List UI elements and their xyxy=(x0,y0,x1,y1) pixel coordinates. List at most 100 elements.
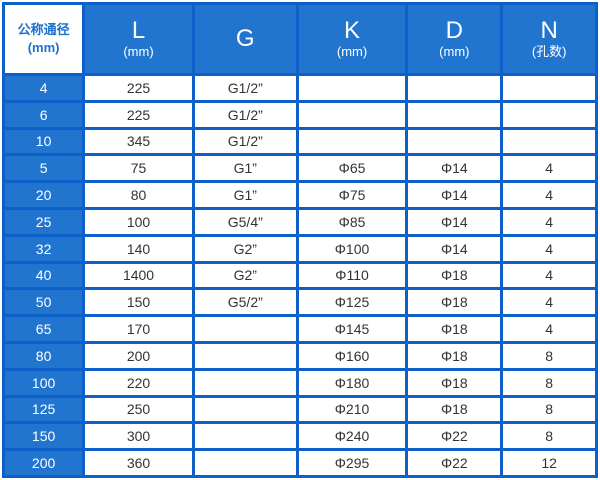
cell-l: 170 xyxy=(85,317,192,341)
cell-nominal-diameter: 40 xyxy=(5,263,83,288)
table-row: 80 200 Φ160 Φ18 8 xyxy=(5,343,595,368)
cell-g: G1/2” xyxy=(194,129,296,154)
cell-d: Φ18 xyxy=(408,263,501,288)
cell-k: Φ180 xyxy=(298,370,406,395)
cell-l: 250 xyxy=(85,397,192,422)
header-d: D (mm) xyxy=(408,5,501,73)
cell-g xyxy=(194,424,296,449)
table-row: 200 360 Φ295 Φ22 12 xyxy=(5,451,595,475)
table-row: 125 250 Φ210 Φ18 8 xyxy=(5,397,595,422)
cell-k: Φ100 xyxy=(298,236,406,261)
cell-nominal-diameter: 100 xyxy=(5,370,83,395)
cell-nominal-diameter: 80 xyxy=(5,343,83,368)
header-row: 公称通径 (mm) L (mm) G K (mm) D (mm) N (孔数) xyxy=(5,5,595,73)
cell-n xyxy=(503,129,595,154)
header-title: G xyxy=(235,25,255,52)
cell-l: 345 xyxy=(85,129,192,154)
cell-nominal-diameter: 10 xyxy=(5,129,83,154)
cell-d: Φ22 xyxy=(408,424,501,449)
cell-d: Φ14 xyxy=(408,156,501,181)
cell-d: Φ18 xyxy=(408,290,501,315)
header-title: D xyxy=(445,17,464,44)
cell-d: Φ14 xyxy=(408,236,501,261)
cell-n: 8 xyxy=(503,397,595,422)
cell-nominal-diameter: 4 xyxy=(5,76,83,100)
cell-l: 360 xyxy=(85,451,192,475)
table-row: 5 75 G1” Φ65 Φ14 4 xyxy=(5,156,595,181)
cell-l: 300 xyxy=(85,424,192,449)
cell-d xyxy=(408,129,501,154)
header-unit: (孔数) xyxy=(531,44,567,59)
cell-d: Φ18 xyxy=(408,370,501,395)
header-unit: (mm) xyxy=(336,44,368,59)
cell-k xyxy=(298,102,406,127)
header-k: K (mm) xyxy=(298,5,406,73)
cell-d: Φ14 xyxy=(408,183,501,207)
cell-l: 80 xyxy=(85,183,192,207)
cell-d: Φ22 xyxy=(408,451,501,475)
header-title: K xyxy=(344,17,361,44)
table-row: 50 150 G5/2” Φ125 Φ18 4 xyxy=(5,290,595,315)
cell-nominal-diameter: 6 xyxy=(5,102,83,127)
cell-l: 225 xyxy=(85,102,192,127)
cell-g xyxy=(194,397,296,422)
cell-n: 4 xyxy=(503,236,595,261)
cell-nominal-diameter: 65 xyxy=(5,317,83,341)
cell-n: 8 xyxy=(503,424,595,449)
cell-l: 75 xyxy=(85,156,192,181)
cell-g: G1” xyxy=(194,156,296,181)
cell-d: Φ18 xyxy=(408,397,501,422)
cell-g: G5/4” xyxy=(194,209,296,234)
cell-nominal-diameter: 32 xyxy=(5,236,83,261)
cell-d xyxy=(408,76,501,100)
cell-n: 4 xyxy=(503,183,595,207)
table-row: 100 220 Φ180 Φ18 8 xyxy=(5,370,595,395)
header-unit: (mm) xyxy=(123,44,154,59)
cell-d xyxy=(408,102,501,127)
cell-g: G2” xyxy=(194,263,296,288)
cell-nominal-diameter: 150 xyxy=(5,424,83,449)
cell-k: Φ295 xyxy=(298,451,406,475)
cell-g: G5/2” xyxy=(194,290,296,315)
header-title: N xyxy=(540,17,558,44)
cell-l: 200 xyxy=(85,343,192,368)
cell-g: G1/2” xyxy=(194,102,296,127)
cell-n: 4 xyxy=(503,263,595,288)
header-unit: (mm) xyxy=(27,40,60,55)
table-row: 150 300 Φ240 Φ22 8 xyxy=(5,424,595,449)
header-nominal-diameter: 公称通径 (mm) xyxy=(5,5,83,73)
cell-n xyxy=(503,102,595,127)
cell-n: 4 xyxy=(503,156,595,181)
cell-nominal-diameter: 125 xyxy=(5,397,83,422)
table-row: 40 1400 G2” Φ110 Φ18 4 xyxy=(5,263,595,288)
cell-k: Φ210 xyxy=(298,397,406,422)
cell-k xyxy=(298,76,406,100)
cell-k: Φ75 xyxy=(298,183,406,207)
cell-k: Φ160 xyxy=(298,343,406,368)
cell-l: 220 xyxy=(85,370,192,395)
cell-nominal-diameter: 50 xyxy=(5,290,83,315)
cell-k: Φ110 xyxy=(298,263,406,288)
cell-g xyxy=(194,317,296,341)
cell-g: G1/2” xyxy=(194,76,296,100)
header-n: N (孔数) xyxy=(503,5,595,73)
cell-nominal-diameter: 20 xyxy=(5,183,83,207)
cell-k: Φ240 xyxy=(298,424,406,449)
cell-n: 12 xyxy=(503,451,595,475)
cell-n: 4 xyxy=(503,209,595,234)
table-row: 6 225 G1/2” xyxy=(5,102,595,127)
cell-g xyxy=(194,370,296,395)
cell-n: 8 xyxy=(503,370,595,395)
cell-nominal-diameter: 25 xyxy=(5,209,83,234)
cell-n: 8 xyxy=(503,343,595,368)
cell-g xyxy=(194,451,296,475)
header-unit: (mm) xyxy=(439,44,470,59)
table-row: 25 100 G5/4” Φ85 Φ14 4 xyxy=(5,209,595,234)
table-row: 20 80 G1” Φ75 Φ14 4 xyxy=(5,183,595,207)
cell-nominal-diameter: 200 xyxy=(5,451,83,475)
cell-k xyxy=(298,129,406,154)
table-row: 4 225 G1/2” xyxy=(5,76,595,100)
cell-k: Φ85 xyxy=(298,209,406,234)
cell-d: Φ14 xyxy=(408,209,501,234)
